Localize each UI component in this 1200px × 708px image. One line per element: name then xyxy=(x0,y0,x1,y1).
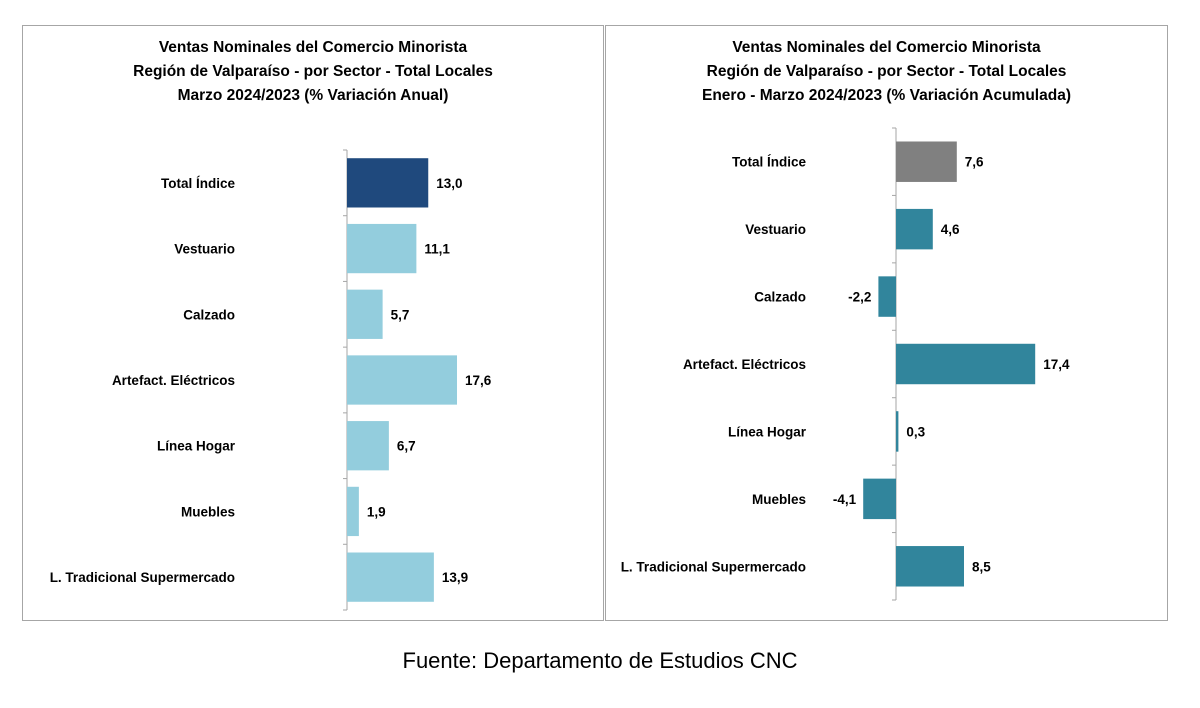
bar xyxy=(896,208,933,250)
data-label: 17,4 xyxy=(1043,357,1070,372)
source-note: Fuente: Departamento de Estudios CNC xyxy=(402,648,798,673)
category-label: L. Tradicional Supermercado xyxy=(621,559,806,574)
bar xyxy=(896,343,1036,385)
data-label: 6,7 xyxy=(397,439,416,454)
chart-title-line-2: Región de Valparaíso - por Sector - Tota… xyxy=(133,63,493,80)
category-label: Línea Hogar xyxy=(728,424,807,439)
data-label: 8,5 xyxy=(972,559,991,574)
data-label: 7,6 xyxy=(965,155,984,170)
bar xyxy=(347,289,383,339)
category-label: Vestuario xyxy=(745,222,806,237)
bar xyxy=(347,355,457,405)
chart-title: Ventas Nominales del Comercio Minorista … xyxy=(23,36,603,108)
bar xyxy=(347,421,389,471)
bar xyxy=(347,158,429,208)
data-label: 0,3 xyxy=(906,424,925,439)
category-label: Muebles xyxy=(181,504,235,519)
data-label: 1,9 xyxy=(367,504,386,519)
bar xyxy=(896,546,964,587)
category-label: Total Índice xyxy=(161,176,235,191)
chart-title-line-2: Región de Valparaíso - por Sector - Tota… xyxy=(706,63,1067,80)
data-label: 17,6 xyxy=(465,373,492,388)
chart-title-line-1: Ventas Nominales del Comercio Minorista xyxy=(732,39,1041,56)
data-label: -2,2 xyxy=(848,290,871,305)
category-label: Total Índice xyxy=(732,155,806,170)
bar xyxy=(347,552,434,602)
data-label: 5,7 xyxy=(391,307,410,322)
chart-title-line-3: Marzo 2024/2023 (% Variación Anual) xyxy=(177,87,449,104)
data-label: 11,1 xyxy=(424,242,450,257)
bar-chart-anual: Total Índice 13,0 Vestuario 11,1 Calzado 5,7 A… xyxy=(50,149,492,611)
bar xyxy=(347,223,417,274)
category-label: Vestuario xyxy=(174,242,235,257)
category-label: Calzado xyxy=(754,290,806,305)
bar-chart-acumulada: Total Índice 7,6 Vestuario 4,6 Calzado -2,2 Ar… xyxy=(621,127,1070,601)
category-label: L. Tradicional Supermercado xyxy=(50,570,235,585)
chart-title: Ventas Nominales del Comercio Minorista … xyxy=(606,36,1167,108)
bar xyxy=(347,486,359,537)
data-label: -4,1 xyxy=(833,492,857,507)
category-label: Muebles xyxy=(752,492,806,507)
category-label: Calzado xyxy=(183,307,235,322)
chart-panel-anual: Ventas Nominales del Comercio Minorista … xyxy=(22,25,604,621)
category-label: Línea Hogar xyxy=(157,439,236,454)
bar xyxy=(863,478,896,520)
chart-title-line-3: Enero - Marzo 2024/2023 (% Variación Acu… xyxy=(702,87,1071,104)
data-label: 4,6 xyxy=(941,222,960,237)
chart-panel-acumulada: Ventas Nominales del Comercio Minorista … xyxy=(605,25,1168,621)
bar xyxy=(878,276,896,317)
data-label: 13,0 xyxy=(436,176,462,191)
bar xyxy=(896,411,899,452)
data-label: 13,9 xyxy=(442,570,468,585)
chart-title-line-1: Ventas Nominales del Comercio Minorista xyxy=(158,39,468,56)
category-label: Artefact. Eléctricos xyxy=(112,373,235,388)
bar xyxy=(896,141,957,182)
category-label: Artefact. Eléctricos xyxy=(683,357,806,372)
